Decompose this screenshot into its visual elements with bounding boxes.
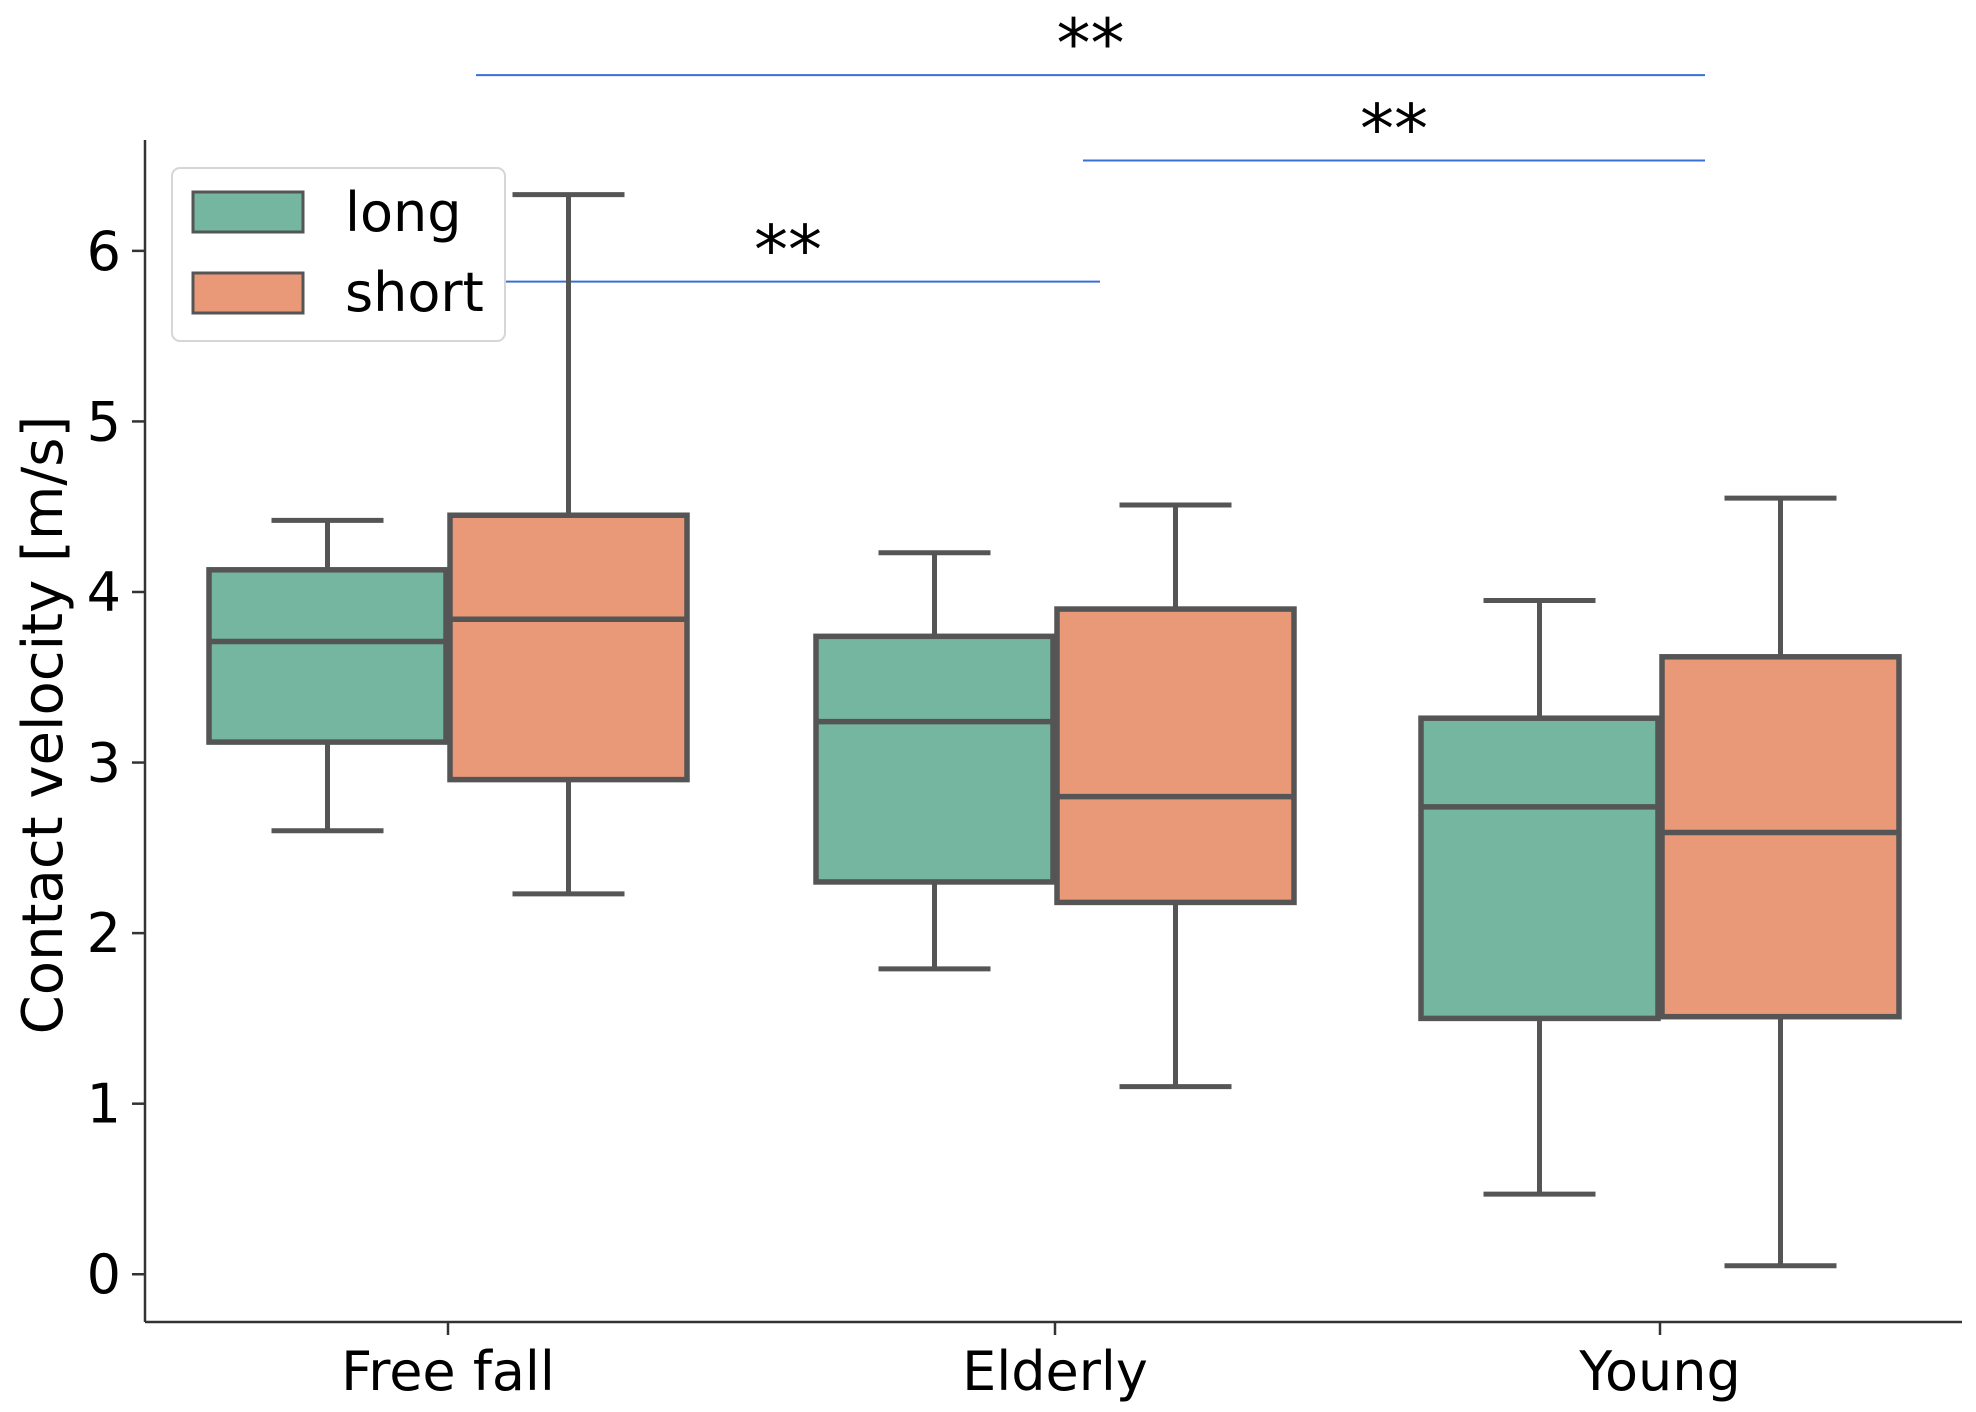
significance-annotations: ** ** ** [476,5,1705,291]
box-body-short-elderly [1054,606,1297,906]
y-tick-label-2: 2 [87,902,121,965]
axes: 0 1 2 3 4 5 6 Free fall Elderly Young [87,140,1962,1403]
y-tick-label-1: 1 [87,1073,121,1136]
y-axis-label: Contact velocity [m/s] [11,416,76,1035]
box-short-free-fall [447,192,690,897]
legend-swatch-short [191,271,305,315]
significance-label-free-fall-vs-young: ** [1057,5,1125,84]
box-body-short-free-fall [447,512,690,783]
legend-label-long: long [345,181,462,244]
significance-label-elderly-vs-young: ** [1360,90,1428,169]
y-tick-label-5: 5 [87,390,121,453]
box-short-young [1659,495,1902,1269]
legend: long short [171,167,506,342]
box-long-free-fall [206,517,449,834]
y-tick-label-6: 6 [87,220,121,283]
y-tick-label-4: 4 [87,561,121,624]
box-body-long-young [1418,715,1661,1022]
box-body-long-elderly [813,633,1056,885]
legend-swatch-long [191,190,305,234]
x-tick-label-free-fall: Free fall [341,1340,555,1403]
x-tick-label-elderly: Elderly [962,1340,1148,1403]
significance-label-free-fall-vs-elderly: ** [754,212,822,291]
box-body-short-young [1659,654,1902,1020]
box-short-elderly [1054,502,1297,1090]
y-tick-label-0: 0 [87,1243,121,1306]
y-tick-label-3: 3 [87,732,121,795]
box-long-young [1418,598,1661,1197]
legend-label-short: short [345,261,484,324]
box-long-elderly [813,550,1056,972]
box-body-long-free-fall [206,567,449,745]
plot-area [206,192,1902,1269]
x-tick-label-young: Young [1578,1340,1741,1403]
